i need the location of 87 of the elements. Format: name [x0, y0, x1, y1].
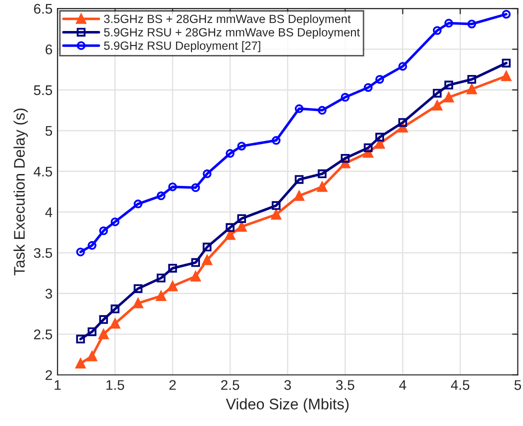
y-tick-label: 5	[46, 126, 52, 136]
point	[99, 226, 108, 236]
point	[294, 190, 304, 201]
point	[467, 20, 476, 28]
point	[168, 264, 177, 273]
point	[76, 334, 85, 344]
point	[398, 118, 408, 127]
point	[466, 84, 477, 94]
point	[432, 26, 442, 35]
point	[501, 71, 512, 82]
point	[444, 18, 454, 28]
point	[364, 143, 373, 152]
point	[76, 248, 85, 256]
x-tick-label: 1	[54, 380, 61, 390]
x-tick-label: 4.5	[450, 380, 470, 390]
point	[86, 351, 98, 362]
point	[226, 223, 234, 232]
point	[294, 104, 304, 114]
point	[272, 136, 281, 145]
point	[226, 149, 234, 158]
point	[271, 209, 282, 220]
point	[318, 106, 327, 115]
point	[156, 290, 166, 301]
point	[444, 80, 454, 90]
y-tick-label: 6	[46, 44, 52, 54]
point	[272, 201, 281, 210]
legend-label: 5.9GHz RSU Deployment [27]	[104, 41, 260, 52]
point	[202, 255, 212, 266]
point	[364, 83, 373, 92]
point	[191, 258, 200, 267]
y-tick-label: 5.5	[34, 85, 52, 96]
point	[190, 271, 201, 282]
point	[502, 10, 511, 19]
point	[110, 217, 120, 226]
point	[75, 358, 86, 369]
point	[110, 304, 120, 314]
point	[374, 138, 385, 149]
x-tick-label: 4	[399, 380, 406, 390]
point	[236, 222, 247, 232]
y-tick-label: 4.5	[34, 166, 52, 177]
point	[99, 315, 108, 324]
point	[88, 327, 96, 336]
point	[340, 154, 350, 163]
point	[237, 214, 246, 223]
legend-label: 5.9GHz RSU + 28GHz mmWave BS Deployment	[104, 28, 360, 39]
y-tick-label: 3.5	[34, 248, 52, 258]
point	[375, 74, 384, 84]
point	[294, 175, 304, 184]
point	[467, 74, 476, 84]
point	[398, 62, 408, 71]
x-tick-label: 2.5	[221, 380, 240, 390]
y-tick-label: 6.5	[34, 4, 52, 14]
point	[225, 230, 236, 240]
point	[168, 281, 178, 292]
point	[134, 200, 142, 208]
point	[432, 88, 442, 98]
y-tick-label: 4	[45, 208, 52, 218]
x-tick-label: 3.5	[336, 380, 354, 390]
x-tick-label: 5	[514, 380, 522, 390]
point	[134, 284, 142, 293]
x-tick-label: 2	[169, 380, 176, 390]
point	[432, 100, 442, 110]
y-tick-label: 3	[45, 288, 52, 299]
point	[133, 298, 144, 308]
point	[237, 142, 246, 150]
x-tick-label: 3	[284, 380, 291, 390]
point	[202, 242, 212, 252]
point	[110, 318, 120, 329]
y-tick-label: 2	[46, 370, 52, 380]
point	[168, 182, 177, 192]
x-axis-title: Video Size (Mbits)	[226, 398, 349, 412]
point	[318, 169, 327, 178]
x-tick-label: 1.5	[106, 380, 124, 390]
point	[88, 241, 96, 250]
legend-label: 3.5GHz BS + 28GHz mmWave BS Deployment	[104, 14, 351, 26]
point	[191, 183, 200, 192]
point	[444, 92, 454, 102]
point	[502, 58, 511, 68]
point	[156, 274, 166, 282]
point	[202, 169, 212, 178]
point	[317, 182, 328, 192]
y-tick-label: 2.5	[34, 330, 52, 340]
y-axis-title: Task Execution Delay (s)	[14, 108, 28, 276]
point	[98, 329, 109, 340]
point	[375, 132, 384, 142]
point	[156, 191, 166, 200]
point	[340, 92, 350, 102]
